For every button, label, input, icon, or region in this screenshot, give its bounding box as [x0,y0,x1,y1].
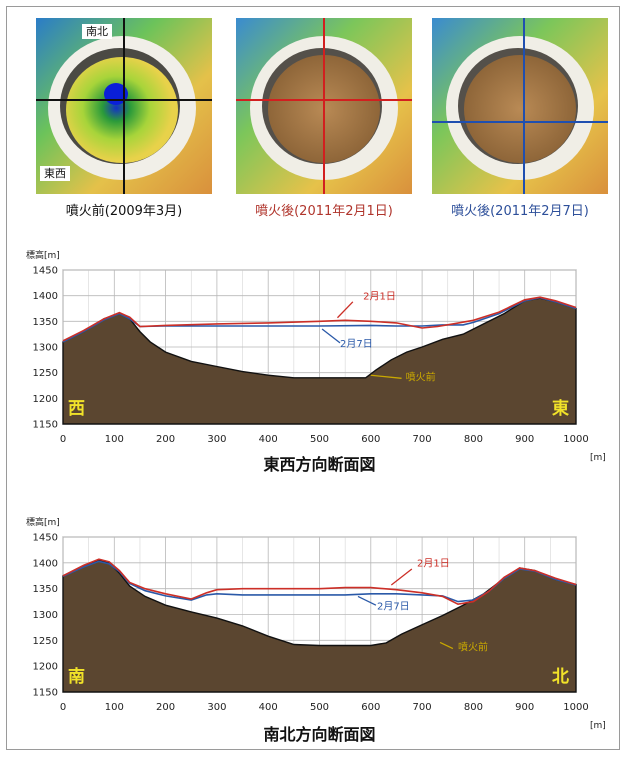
chart-title: 東西方向断面図 [263,455,375,474]
x-tick-label: 100 [105,702,124,713]
annotation-feb7-label: 2月7日 [340,338,373,350]
y-tick-label: 1400 [33,558,58,569]
y-tick-label: 1450 [33,533,58,544]
x-tick-label: 0 [60,434,66,445]
y-tick-label: 1150 [33,420,58,431]
x-tick-label: 900 [515,702,534,713]
y-tick-label: 1350 [33,584,58,595]
annotation-feb1-arrow [336,301,354,319]
annotation-pre-eruption-label: 噴火前 [406,370,436,383]
map-caption-feb1: 噴火後(2011年2月1日) [255,204,393,219]
side-label-left: 南 [68,666,85,687]
x-tick-label: 0 [60,702,66,713]
y-tick-label: 1300 [33,343,58,354]
side-label-left: 西 [68,399,85,419]
section-crosshair [36,18,212,194]
dem-map-feb7 [432,18,608,194]
x-tick-label: 400 [259,434,278,445]
x-tick-label: 800 [464,702,483,713]
x-tick-label: 100 [105,434,124,445]
map-panel-feb1: 噴火後(2011年2月1日) [236,18,412,228]
x-axis-unit: [m] [590,453,606,463]
series-feb1-line [62,296,577,342]
y-tick-label: 1250 [33,368,58,379]
figure-frame [6,6,620,750]
section-crosshair [236,18,412,194]
tag-ew: 東西 [40,166,70,181]
annotation-feb1-arrow [390,568,413,586]
x-tick-label: 600 [361,702,380,713]
side-label-right: 東 [552,398,569,419]
y-tick-label: 1250 [33,636,58,647]
x-tick-label: 300 [207,702,226,713]
map-row: 南北 東西 噴火前(2009年3月) 噴火後(2011年2月1日) [0,0,628,230]
y-tick-label: 1400 [33,291,58,302]
y-tick-label: 1200 [33,394,58,405]
map-caption-pre: 噴火前(2009年3月) [65,204,183,219]
y-tick-label: 1300 [33,610,58,621]
x-tick-label: 300 [207,434,226,445]
annotation-pre-eruption-arrow [439,641,454,650]
annotation-feb1-label: 2月1日 [417,557,450,569]
x-tick-label: 200 [156,434,175,445]
x-tick-label: 900 [515,434,534,445]
x-tick-label: 500 [310,434,329,445]
x-tick-label: 600 [361,434,380,445]
series-feb1-line [62,558,577,606]
series-feb7-line [62,296,577,343]
annotation-feb7-arrow [357,595,377,606]
map-panel-pre: 南北 東西 噴火前(2009年3月) [36,18,212,228]
tag-ns: 南北 [82,24,112,39]
annotation-pre-eruption-label: 噴火前 [458,641,488,654]
x-tick-label: 800 [464,434,483,445]
side-label-right: 北 [552,667,569,687]
x-tick-label: 700 [413,702,432,713]
y-axis-label: 標高[m] [26,249,60,261]
ew-cross-section-chart: 0 100 200 300 400 500 600 700 800 900 1000 1150 1200… [26,249,606,474]
map-caption-feb7: 噴火後(2011年2月7日) [451,204,589,219]
annotation-feb1-label: 2月1日 [363,290,396,302]
ns-cross-section-chart: 0 100 200 300 400 500 600 700 800 900 1000 1150 1200… [26,516,606,744]
annotation-pre-eruption-arrow [370,374,402,379]
y-tick-label: 1200 [33,662,58,673]
chart-title: 南北方向断面図 [263,725,375,744]
x-tick-label: 200 [156,702,175,713]
y-axis-label: 標高[m] [26,516,60,528]
y-tick-label: 1150 [33,688,58,699]
x-tick-label: 1000 [563,702,588,713]
x-tick-label: 1000 [563,434,588,445]
y-tick-label: 1350 [33,317,58,328]
map-panel-feb7: 噴火後(2011年2月7日) [432,18,608,228]
x-axis-unit: [m] [590,721,606,731]
section-crosshair [432,18,608,194]
y-tick-label: 1450 [33,266,58,277]
annotation-feb7-arrow [321,328,341,344]
annotation-feb7-label: 2月7日 [377,600,410,612]
x-tick-label: 500 [310,702,329,713]
x-tick-label: 700 [413,434,432,445]
x-tick-label: 400 [259,702,278,713]
